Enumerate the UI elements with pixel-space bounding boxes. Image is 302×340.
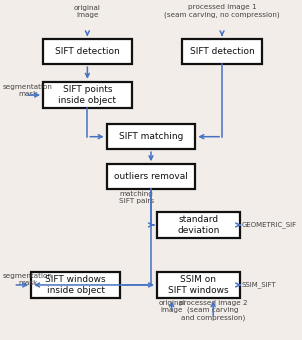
Text: SIFT detection: SIFT detection (190, 47, 254, 56)
Text: segmentation
mask: segmentation mask (3, 273, 53, 287)
Text: processed image 2
(seam carving
and compression): processed image 2 (seam carving and comp… (179, 300, 247, 321)
Text: processed image 1
(seam carving, no compression): processed image 1 (seam carving, no comp… (164, 4, 280, 18)
FancyBboxPatch shape (43, 39, 132, 64)
FancyBboxPatch shape (107, 164, 195, 189)
Text: SIFT matching: SIFT matching (119, 132, 183, 141)
Text: segmentation
mask: segmentation mask (3, 84, 53, 97)
FancyBboxPatch shape (157, 211, 240, 238)
Text: SIFT detection: SIFT detection (55, 47, 120, 56)
FancyBboxPatch shape (43, 82, 132, 108)
Text: matching
SIFT pairs: matching SIFT pairs (119, 191, 154, 204)
FancyBboxPatch shape (157, 272, 240, 298)
FancyBboxPatch shape (107, 124, 195, 149)
FancyBboxPatch shape (182, 39, 262, 64)
Text: SIFT windows
inside object: SIFT windows inside object (45, 275, 106, 295)
Text: outliers removal: outliers removal (114, 172, 188, 181)
Text: SIFT points
inside object: SIFT points inside object (58, 85, 116, 105)
FancyBboxPatch shape (31, 272, 120, 298)
Text: standard
deviation: standard deviation (177, 215, 220, 235)
Text: original
image: original image (74, 4, 101, 18)
Text: original
image: original image (158, 300, 185, 313)
Text: SSIM_SIFT: SSIM_SIFT (241, 282, 276, 288)
Text: SSIM on
SIFT windows: SSIM on SIFT windows (168, 275, 229, 295)
Text: GEOMETRIC_SIF: GEOMETRIC_SIF (241, 222, 296, 228)
